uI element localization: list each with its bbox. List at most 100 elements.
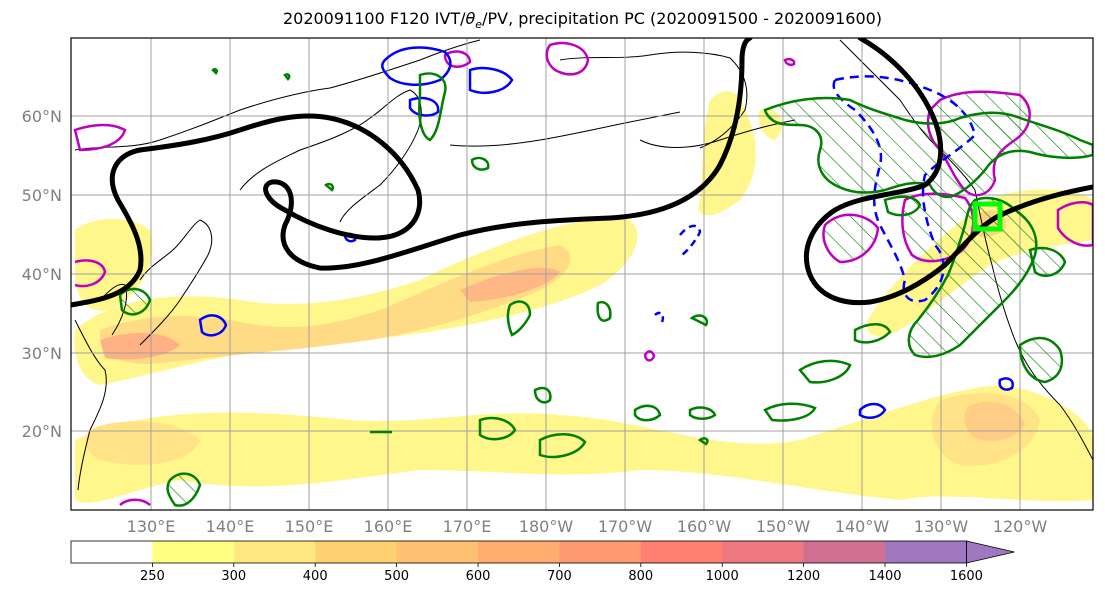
precip-contour-bc-north [883,195,922,217]
precip-contour-s4 [633,404,662,422]
lon-label-180w: 180°W [519,517,574,536]
lon-label-120w: 120°W [993,517,1048,536]
colorbar-label: 1400 [868,569,901,584]
precip-contour-s1 [478,416,517,441]
precip-contour-se3 [853,323,892,344]
theta-e-contour-north2 [468,66,514,94]
pv-contour-small2 [783,57,796,67]
colorbar-label: 1200 [787,569,820,584]
coastline-alaska-south [639,119,796,148]
precip-contour-s3 [538,433,587,459]
pv-contour-n1 [545,41,590,76]
lat-label-50n: 50°N [22,186,62,205]
colorbar-label: 300 [221,569,246,584]
precip-contour-japan [118,287,152,316]
ivt-band-sw [85,421,200,465]
precip-contour-north [418,72,447,142]
lon-label-160w: 160°W [677,517,732,536]
ivt-plume-core-east [460,268,560,302]
lon-label-130e: 130°E [127,517,176,536]
theta-e-contour-north [381,46,452,86]
lon-label-130w: 130°W [914,517,969,536]
precip-contour-alaska [763,96,1093,199]
colorbar-frame [70,540,967,564]
lon-label-150w: 150°W [756,517,811,536]
theta-e-contour-japan [198,314,228,337]
geopotential-contour-main [71,38,753,308]
coastline-japan [139,219,213,346]
colorbar-label: 800 [628,569,653,584]
precip-contour-far-east2 [1018,336,1064,384]
coastline-china [74,319,107,491]
colorbar-segment [559,541,642,563]
colorbar-segment [396,541,479,563]
coastline-korea [99,283,127,336]
lon-label-140e: 140°E [206,517,255,536]
colorbar-segment [803,541,886,563]
precip-contour-central [506,300,532,337]
colorbar-segment [722,541,805,563]
pv-contour-e-south [822,213,880,264]
pv-contour-small1 [643,350,656,362]
coastline-kamchatka [239,89,422,223]
lon-tick-labels: 130°E 140°E 150°E 160°E 170°E 180°W 170°… [127,517,1048,536]
precip-contour-small-c [323,182,335,192]
pv-contour-n2 [443,50,472,68]
pv-contour-far-east [1056,201,1093,247]
theta-e-dashed-south [654,311,665,323]
theta-e-contour-north3 [408,96,440,117]
theta-e-contours [198,46,1014,419]
precip-contours [118,67,1093,507]
precip-contour-se2 [763,402,817,422]
precip-contour-n-small [470,156,490,171]
precip-contour-s5 [688,406,717,420]
colorbar-segment [478,541,560,563]
colorbar-label: 1000 [706,569,739,584]
pv-contour-nw [73,123,127,152]
map-area [71,38,1093,510]
colorbar: 250 300 400 500 600 700 800 1000 1200 1400 1600 [70,540,1015,584]
lon-label-170w: 170°W [598,517,653,536]
colorbar-label: 500 [384,569,409,584]
coastline-siberia [74,39,481,151]
colorbar-segment [233,541,316,563]
lat-label-20n: 20°N [22,422,62,441]
lat-label-30n: 30°N [22,344,62,363]
colorbar-label: 1600 [950,569,983,584]
coastline-mexico [1059,404,1093,461]
precip-contour-sw [166,472,202,507]
lon-label-140w: 140°W [835,517,890,536]
precip-contour-s2 [533,386,552,404]
precip-contour-small-b [283,73,291,81]
precip-contour-se1 [798,359,852,384]
lat-tick-labels: 60°N 50°N 40°N 30°N 20°N [22,107,62,441]
colorbar-segment [152,541,235,563]
colorbar-label: 400 [303,569,328,584]
precip-contour-far-east1 [1028,246,1067,278]
map-frame [70,37,1094,511]
colorbar-segment [315,541,398,563]
colorbar-label: 700 [547,569,572,584]
lat-label-60n: 60°N [22,107,62,126]
target-region-box [972,201,1003,232]
theta-e-dashed-east [832,75,977,303]
precip-contour-small-a [211,67,218,75]
colorbar-segment [640,541,723,563]
lon-label-170e: 170°E [443,517,492,536]
colorbar-label: 250 [140,569,165,584]
colorbar-segment [71,541,153,563]
precip-contour-small-e [697,437,709,446]
theta-e-dashed-central [679,224,702,256]
lat-label-40n: 40°N [22,265,62,284]
lon-label-160e: 160°E [364,517,413,536]
colorbar-label: 600 [466,569,491,584]
colorbar-extend-arrow [966,540,1015,564]
theta-e-contour-e [998,377,1014,391]
colorbar-segment [885,541,967,563]
pv-contour-w [74,259,107,288]
lon-label-150e: 150°E [285,517,334,536]
coastline-aleutians [449,111,681,147]
precip-contour-central2 [596,301,612,322]
figure-title: 2020091100 F120 IVT/θe/PV, precipitation… [282,9,883,32]
